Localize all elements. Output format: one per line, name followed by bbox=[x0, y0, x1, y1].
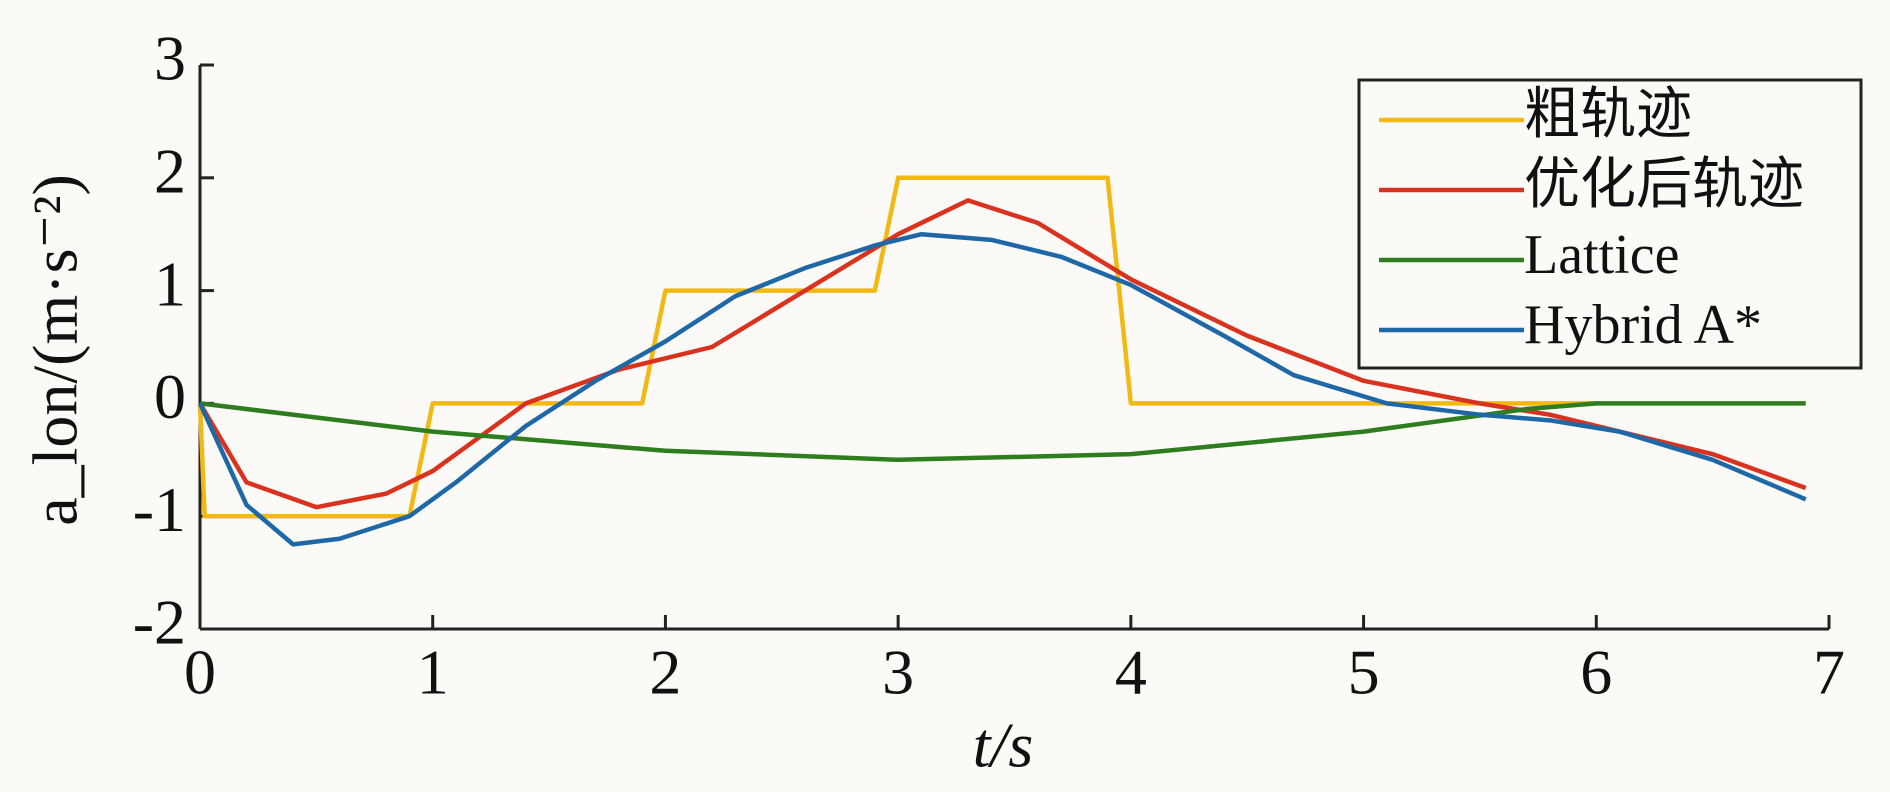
series-line bbox=[197, 231, 1807, 547]
x-tick-label: 7 bbox=[1813, 637, 1845, 708]
x-tick-label: 6 bbox=[1580, 637, 1612, 708]
x-axis-label: t/s bbox=[973, 710, 1033, 781]
series-line bbox=[198, 198, 1807, 510]
y-tick-label: -2 bbox=[133, 587, 186, 658]
legend-label: Lattice bbox=[1524, 224, 1679, 286]
series-line bbox=[197, 175, 1597, 519]
legend-label: 优化后轨迹 bbox=[1524, 154, 1804, 216]
y-axis-label: a_lon/(m·s⁻²) bbox=[20, 174, 91, 526]
x-tick-label: 5 bbox=[1348, 637, 1380, 708]
series-line bbox=[199, 401, 1806, 463]
y-tick-label: 3 bbox=[154, 23, 186, 94]
y-tick-label: -1 bbox=[133, 474, 186, 545]
y-tick-label: 2 bbox=[154, 135, 186, 206]
x-tick-label: 2 bbox=[649, 637, 681, 708]
legend-label: 粗轨迹 bbox=[1524, 84, 1692, 146]
y-tick-label: 1 bbox=[154, 248, 186, 319]
y-tick-label: 0 bbox=[154, 361, 186, 432]
legend-box bbox=[1357, 78, 1863, 370]
x-tick-label: 0 bbox=[184, 637, 216, 708]
legend-label: Hybrid A* bbox=[1524, 294, 1762, 356]
x-tick-label: 3 bbox=[882, 637, 914, 708]
x-tick-label: 1 bbox=[417, 637, 449, 708]
x-tick-label: 4 bbox=[1115, 637, 1147, 708]
